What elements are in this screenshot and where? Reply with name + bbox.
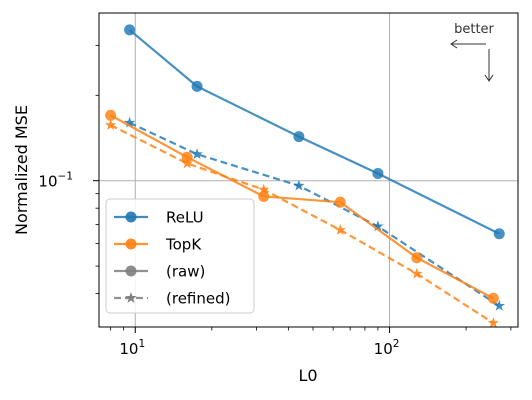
legend-marker xyxy=(125,211,137,223)
data-point-relu-raw xyxy=(493,228,505,240)
series-topk-refined xyxy=(104,119,500,328)
data-point-relu-raw xyxy=(293,131,305,143)
legend-label: (refined) xyxy=(166,290,230,308)
better-arrow-left-head xyxy=(450,39,458,49)
data-point-relu-raw xyxy=(372,168,384,180)
series-relu-raw xyxy=(124,24,505,240)
data-point-topk-refined xyxy=(181,157,193,169)
data-point-topk-raw xyxy=(105,109,117,121)
legend-marker xyxy=(125,265,137,277)
x-axis-label: L0 xyxy=(298,366,317,385)
legend-box xyxy=(105,198,255,314)
data-point-topk-refined xyxy=(104,119,117,130)
series-relu-refined xyxy=(123,116,505,311)
better-label: better xyxy=(454,22,494,37)
data-point-topk-raw xyxy=(181,151,193,163)
better-arrow-down-head xyxy=(484,74,494,82)
data-point-topk-refined xyxy=(487,317,500,328)
y-axis-label: Normalized MSE xyxy=(12,105,31,235)
legend-marker xyxy=(125,238,137,250)
data-point-topk-refined xyxy=(258,183,270,195)
data-point-topk-refined xyxy=(411,267,423,279)
plot-frame xyxy=(98,12,519,328)
data-point-topk-raw xyxy=(411,252,423,264)
legend-label: (raw) xyxy=(166,263,205,281)
data-point-relu-raw xyxy=(124,24,136,36)
data-point-topk-raw xyxy=(487,292,499,304)
data-point-relu-refined xyxy=(493,299,505,311)
better-annotation: better xyxy=(450,22,495,82)
data-point-relu-refined xyxy=(191,148,203,160)
legend-item: (refined) xyxy=(114,290,230,308)
series-line-topk-raw xyxy=(110,114,494,300)
data-point-topk-raw xyxy=(334,196,346,208)
legend-label: ReLU xyxy=(166,209,204,227)
legend-item: TopK xyxy=(114,236,202,254)
plot-series xyxy=(104,24,505,328)
legend-items: ReLU TopK (raw) (refined) xyxy=(114,209,230,308)
data-point-relu-refined xyxy=(293,179,305,191)
data-point-relu-refined xyxy=(372,220,384,232)
data-point-relu-refined xyxy=(123,116,136,128)
legend-item: (raw) xyxy=(114,263,205,281)
legend-item: ReLU xyxy=(114,209,204,227)
series-line-topk-refined xyxy=(110,124,494,324)
legend-label: TopK xyxy=(165,236,202,254)
legend-marker xyxy=(125,292,137,303)
legend: ReLU TopK (raw) (refined) xyxy=(105,198,255,314)
data-point-topk-refined xyxy=(334,224,346,235)
data-point-relu-raw xyxy=(191,80,203,92)
